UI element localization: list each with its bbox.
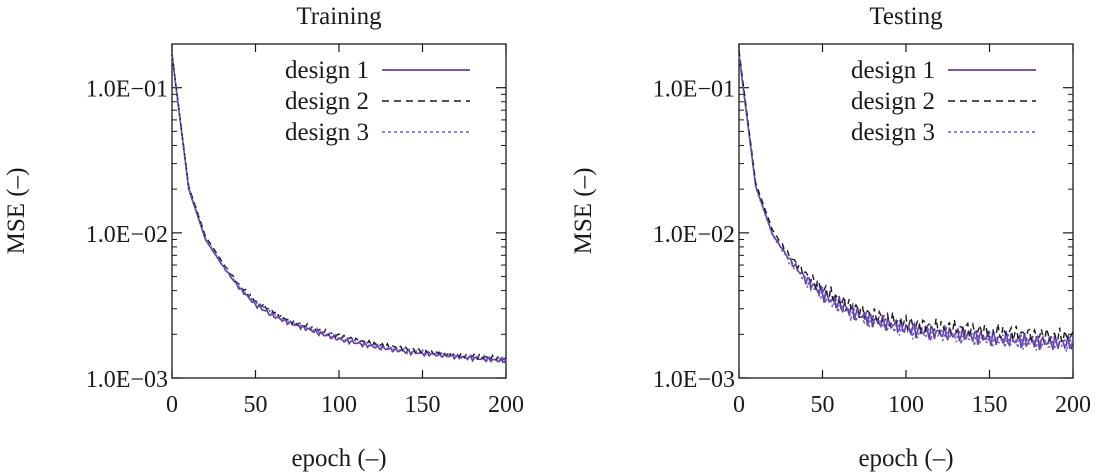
testing-series-line-2	[738, 50, 1074, 344]
testing-series-line-3	[738, 56, 1074, 352]
testing-x-tick-label-150: 150	[972, 392, 1008, 418]
testing-x-tick-label-0: 0	[733, 392, 745, 418]
testing-y-axis-label: MSE (–)	[570, 168, 597, 255]
testing-ticks: 0 50 100 150 200 1.0E−03 1.0E−02 1.0E−01	[653, 44, 1091, 418]
testing-panel: Testing 0 50 100 150 200 1.0E−03 1.0E−02 1.0E−0…	[570, 3, 1091, 472]
training-x-axis-label: epoch (–)	[291, 445, 386, 472]
training-x-tick-label-200: 200	[488, 392, 524, 418]
training-series-line-2	[171, 54, 507, 361]
testing-x-tick-label-200: 200	[1055, 392, 1091, 418]
testing-legend-label-3: design 3	[851, 119, 935, 146]
training-y-tick-label-2: 1.0E−01	[86, 77, 168, 103]
training-legend-label-1: design 1	[285, 57, 369, 84]
testing-legend: design 1 design 2 design 3	[851, 57, 1036, 146]
training-legend: design 1 design 2 design 3	[285, 57, 470, 146]
testing-x-tick-label-50: 50	[811, 392, 835, 418]
testing-x-tick-label-100: 100	[888, 392, 924, 418]
testing-legend-label-2: design 2	[851, 88, 935, 115]
testing-y-tick-label-1: 1.0E−02	[653, 222, 735, 248]
testing-title: Testing	[869, 3, 943, 30]
training-legend-label-2: design 2	[285, 88, 369, 115]
training-y-axis-label: MSE (–)	[3, 168, 30, 255]
training-x-tick-label-50: 50	[244, 392, 268, 418]
training-series-lines	[171, 54, 507, 364]
testing-series-lines	[738, 50, 1074, 352]
testing-y-tick-label-0: 1.0E−03	[653, 367, 735, 393]
testing-legend-label-1: design 1	[851, 57, 935, 84]
training-title: Training	[296, 3, 382, 30]
testing-x-axis-label: epoch (–)	[858, 445, 953, 472]
training-y-tick-label-0: 1.0E−03	[86, 367, 168, 393]
training-legend-label-3: design 3	[285, 119, 369, 146]
training-x-tick-label-0: 0	[166, 392, 178, 418]
testing-series-line-1	[738, 54, 1074, 351]
training-ticks: 0 50 100 150 200 1.0E−03 1.0E−02 1.0E−01	[86, 44, 524, 418]
training-x-tick-label-100: 100	[321, 392, 357, 418]
training-series-line-3	[171, 56, 507, 363]
training-y-tick-label-1: 1.0E−02	[86, 222, 168, 248]
testing-y-tick-label-2: 1.0E−01	[653, 77, 735, 103]
training-panel: Training 0 50 100 150 200 1.0E−03 1.0E−02 1.0E−…	[3, 3, 524, 472]
training-x-tick-label-150: 150	[405, 392, 441, 418]
